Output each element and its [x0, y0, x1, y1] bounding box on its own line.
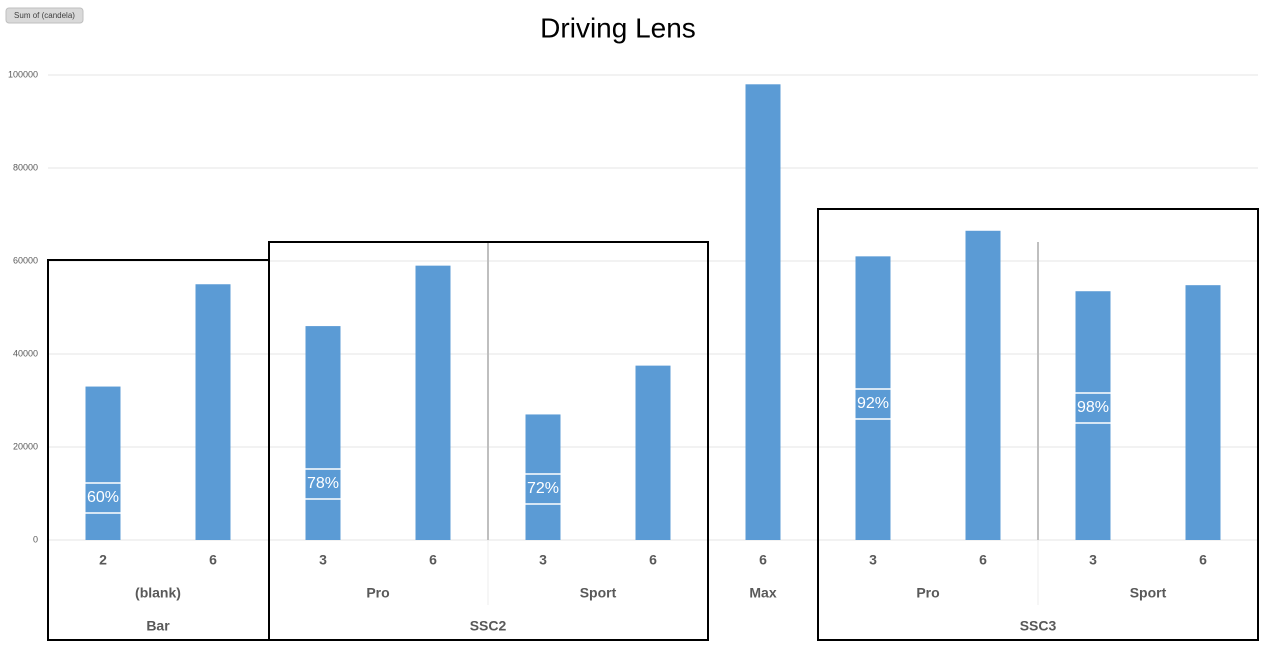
- x-tick-label: 2: [99, 552, 107, 568]
- chart-title: Driving Lens: [540, 12, 696, 43]
- x-tick-label: 6: [649, 552, 657, 568]
- y-tick-label: 100000: [8, 69, 38, 79]
- bar: [855, 256, 891, 540]
- outer-category-label: Bar: [146, 618, 170, 634]
- highlight-box: [268, 241, 709, 641]
- group-label: Sport: [1130, 585, 1167, 601]
- plot-area: 0 20000 40000 60000 80000 100000 2 60% 6 3 78% 6 3 72…: [8, 69, 1258, 634]
- group-label: (blank): [135, 585, 181, 601]
- highlight-boxes: [47, 208, 1259, 641]
- outer-category-label: SSC3: [1020, 618, 1057, 634]
- annotation-label: 78%: [307, 475, 339, 492]
- x-tick-label: 6: [979, 552, 987, 568]
- y-tick-label: 60000: [13, 255, 38, 265]
- bar: [1075, 291, 1111, 540]
- field-button[interactable]: [5, 7, 84, 24]
- group-label: Pro: [916, 585, 939, 601]
- bar: [305, 326, 341, 540]
- annotation-label: 92%: [857, 395, 889, 412]
- annotation-label: 98%: [1077, 399, 1109, 416]
- x-tick-label: 3: [319, 552, 327, 568]
- x-tick-label: 3: [869, 552, 877, 568]
- bar: [525, 414, 561, 540]
- group-label: Max: [749, 585, 776, 601]
- x-tick-label: 6: [759, 552, 767, 568]
- x-tick-label: 6: [209, 552, 217, 568]
- highlight-box: [817, 208, 1259, 641]
- y-tick-label: 20000: [13, 441, 38, 451]
- y-tick-label: 0: [33, 534, 38, 544]
- bar: [1185, 285, 1221, 540]
- bar: [745, 84, 781, 541]
- group-label: Pro: [366, 585, 389, 601]
- field-button-label[interactable]: Sum of (candela): [14, 11, 75, 20]
- y-tick-label: 40000: [13, 348, 38, 358]
- annotation-label: 72%: [527, 480, 559, 497]
- bar: [415, 265, 451, 540]
- bar: [635, 365, 671, 540]
- x-tick-label: 6: [1199, 552, 1207, 568]
- bar: [965, 230, 1001, 540]
- y-tick-label: 80000: [13, 162, 38, 172]
- annotation-label: 60%: [87, 489, 119, 506]
- group-label: Sport: [580, 585, 617, 601]
- x-tick-label: 3: [1089, 552, 1097, 568]
- outer-category-label: SSC2: [470, 618, 507, 634]
- bar: [85, 386, 121, 540]
- x-tick-label: 6: [429, 552, 437, 568]
- x-tick-label: 3: [539, 552, 547, 568]
- bar: [195, 284, 231, 540]
